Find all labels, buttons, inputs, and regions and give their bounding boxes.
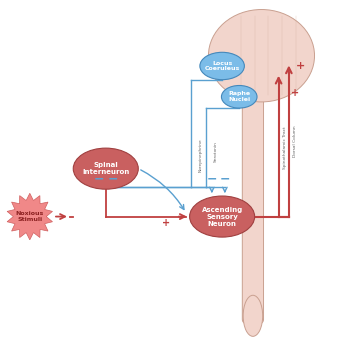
- Text: −: −: [107, 172, 118, 185]
- Text: Spinal
Interneuron: Spinal Interneuron: [82, 162, 129, 175]
- FancyBboxPatch shape: [242, 96, 264, 323]
- Ellipse shape: [221, 86, 257, 108]
- Text: Dorsal Column: Dorsal Column: [293, 125, 297, 157]
- Text: −: −: [220, 172, 230, 185]
- Text: −: −: [94, 172, 104, 185]
- Text: +: +: [161, 218, 170, 228]
- Text: Locus
Coeruleus: Locus Coeruleus: [205, 61, 240, 71]
- Ellipse shape: [243, 295, 263, 336]
- Text: Raphe
Nuclei: Raphe Nuclei: [228, 91, 250, 102]
- Text: −: −: [207, 172, 217, 185]
- Ellipse shape: [190, 196, 255, 237]
- Ellipse shape: [200, 52, 244, 80]
- Text: +: +: [291, 88, 299, 98]
- Polygon shape: [7, 193, 52, 240]
- Ellipse shape: [73, 148, 138, 189]
- Text: +: +: [296, 61, 305, 71]
- Text: Noxious
Stimuli: Noxious Stimuli: [16, 211, 44, 222]
- Text: Norepinephrine: Norepinephrine: [199, 138, 203, 172]
- Text: Ascending
Sensory
Neuron: Ascending Sensory Neuron: [201, 207, 243, 226]
- Text: Spinothalamic Tract: Spinothalamic Tract: [283, 127, 287, 170]
- Text: Serotonin: Serotonin: [214, 141, 218, 162]
- Ellipse shape: [208, 9, 315, 102]
